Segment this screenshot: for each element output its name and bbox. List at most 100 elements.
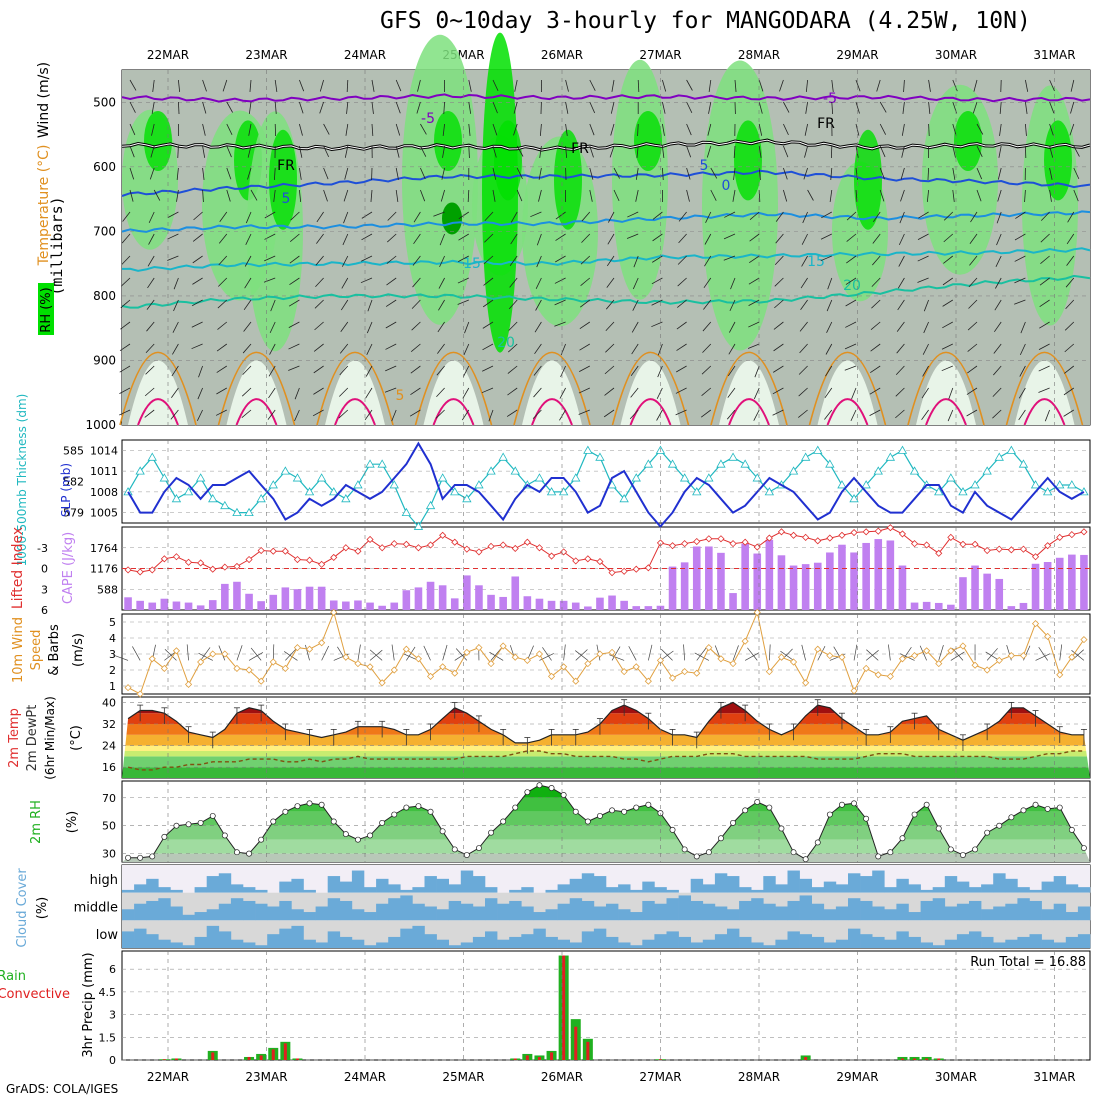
rh-point	[887, 849, 894, 856]
wind-barb	[538, 189, 542, 202]
wind-barb	[922, 343, 929, 355]
wind-speed-point	[402, 645, 410, 653]
wind-barb	[1049, 189, 1052, 202]
wind-barb	[896, 321, 905, 332]
wind-barb	[999, 101, 1002, 114]
lifted-index-point	[209, 565, 217, 573]
cloud-cover-bar	[436, 909, 449, 921]
wind-barb	[192, 277, 203, 285]
wind-barb	[729, 299, 736, 312]
wind-speed-point	[1007, 652, 1015, 660]
rh-point	[814, 839, 821, 846]
wind-barb	[613, 167, 620, 179]
wind-barb	[289, 255, 300, 264]
wind-barb	[508, 299, 518, 310]
cloud-cover-bar	[739, 936, 752, 948]
rh-point	[1044, 805, 1051, 812]
cloud-cover-bar	[146, 934, 159, 948]
cape-bar	[983, 573, 991, 610]
wind-barb	[660, 650, 674, 661]
temperature-contour-30	[432, 398, 475, 426]
cloud-cover-bar	[593, 906, 607, 921]
wind-barb	[589, 145, 594, 158]
wind-barb	[675, 409, 687, 416]
y-tick-label-right-axis: 1176	[90, 563, 118, 576]
wind-barb	[589, 167, 594, 180]
wind-barb	[635, 167, 639, 180]
cloud-cover-bar	[146, 878, 159, 893]
wind-barb	[530, 211, 542, 218]
wind-barb	[346, 79, 349, 93]
wind-barb	[662, 101, 666, 114]
dry-layer	[325, 360, 385, 425]
wind-barb	[196, 409, 203, 421]
cape-bar	[620, 600, 628, 610]
wind-barb	[171, 387, 179, 398]
cape-bar	[959, 577, 967, 610]
cloud-cover-bar	[908, 912, 921, 921]
wind-barb	[509, 277, 518, 288]
run-total-label: Run Total = 16.88	[970, 955, 1086, 970]
lifted-index-point	[959, 540, 967, 548]
wind-barb	[800, 299, 808, 310]
cloud-cover-bar	[618, 884, 631, 893]
cloud-cover-bar	[944, 906, 958, 921]
wind-barb	[365, 365, 373, 377]
wind-barb	[202, 123, 206, 136]
dry-layer	[128, 360, 188, 425]
cape-bar	[680, 562, 689, 610]
y-tick-label-left-axis: 585	[63, 444, 84, 457]
rh-point	[415, 803, 422, 810]
x-tick-label-top: 28MAR	[738, 48, 780, 62]
lifted-index-point	[826, 534, 834, 542]
wind-barb	[1063, 409, 1075, 417]
wind-barb	[870, 343, 881, 352]
wind-barb	[895, 365, 905, 376]
wind-barb	[461, 409, 470, 421]
wind-barb	[732, 189, 736, 202]
wind-barb	[633, 255, 639, 268]
wind-barb	[338, 409, 349, 419]
rh-band	[122, 853, 1090, 862]
rh-point	[839, 801, 845, 808]
wind-barb	[173, 277, 179, 290]
lifted-index-point	[257, 546, 265, 555]
lifted-index-point	[172, 553, 181, 561]
cloud-cover-bar	[194, 887, 207, 893]
wind-barb	[413, 211, 421, 223]
y-tick-label: 1000	[85, 418, 116, 432]
lifted-index-point	[439, 531, 447, 539]
y-tick-label: 70	[102, 792, 116, 805]
cloud-cover-bar	[932, 898, 946, 921]
wind-barb	[952, 79, 958, 92]
wind-barb	[191, 299, 203, 307]
rh-point	[258, 836, 265, 843]
lifted-index-point	[245, 555, 253, 564]
cloud-cover-bar	[122, 889, 135, 893]
wind-axis-label: (m/s)	[71, 633, 86, 667]
wind-barb	[1059, 644, 1063, 661]
wind-barb	[219, 211, 228, 222]
wind-speed-point	[475, 644, 483, 652]
wind-barb	[129, 123, 136, 136]
wind-barb	[536, 233, 542, 246]
wind-barb	[129, 167, 135, 180]
wind-barb	[943, 233, 954, 243]
dewpoint-line	[127, 750, 1084, 771]
cloud-cover-bar	[956, 934, 970, 948]
thickness-point	[401, 507, 412, 517]
lifted-index-point	[511, 544, 519, 553]
wind-speed-point	[414, 655, 423, 663]
thickness-point	[994, 452, 1004, 461]
cloud-cover-bar	[835, 939, 849, 948]
cloud-cover-bar	[351, 909, 365, 921]
wind-barb	[919, 645, 927, 661]
wind-speed-point	[765, 668, 773, 676]
y-tick-label: 0	[109, 1054, 116, 1067]
cloud-cover-bar	[751, 889, 764, 893]
cloud-cover-bar	[279, 900, 292, 921]
thickness-point	[619, 493, 629, 503]
rh-point	[669, 826, 676, 833]
wind-barb	[753, 387, 760, 400]
cloud-cover-bar	[303, 939, 316, 948]
